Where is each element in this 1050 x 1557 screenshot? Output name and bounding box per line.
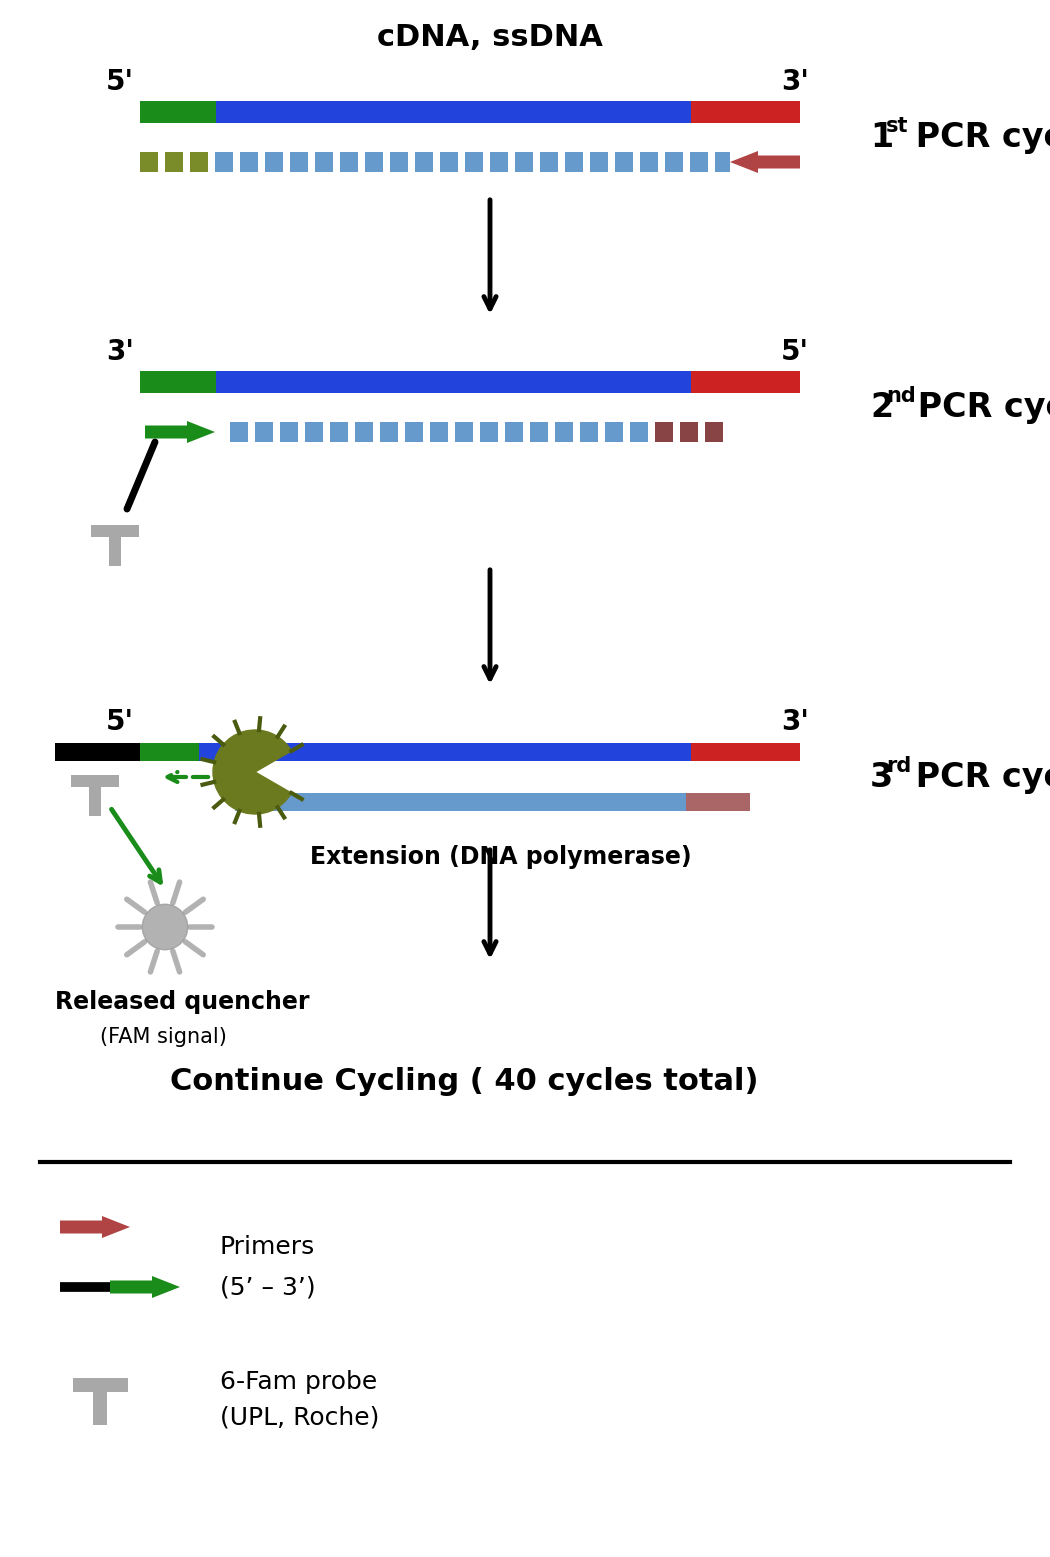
Bar <box>540 153 558 171</box>
Bar <box>405 422 423 442</box>
Text: (5’ – 3’): (5’ – 3’) <box>220 1275 316 1299</box>
Bar <box>691 743 800 761</box>
Text: (UPL, Roche): (UPL, Roche) <box>220 1404 379 1429</box>
Bar <box>90 525 140 537</box>
Bar <box>555 422 573 442</box>
Bar <box>330 422 348 442</box>
Bar <box>655 422 673 442</box>
Bar <box>715 153 730 171</box>
Text: PCR cycle: PCR cycle <box>904 120 1050 154</box>
Bar <box>240 153 258 171</box>
Text: Released quencher: Released quencher <box>55 990 310 1014</box>
Bar <box>705 422 723 442</box>
Bar <box>290 153 308 171</box>
Text: 3': 3' <box>781 69 809 97</box>
Bar <box>72 1378 127 1392</box>
Bar <box>505 422 523 442</box>
Bar <box>89 786 101 816</box>
Text: 5': 5' <box>781 338 809 366</box>
Text: Continue Cycling ( 40 cycles total): Continue Cycling ( 40 cycles total) <box>170 1068 758 1096</box>
Bar <box>140 153 158 171</box>
Bar <box>565 153 583 171</box>
Bar <box>665 153 682 171</box>
Bar <box>255 422 273 442</box>
Bar <box>440 153 458 171</box>
Bar <box>315 153 333 171</box>
Bar <box>490 153 508 171</box>
Bar <box>686 793 750 811</box>
Bar <box>615 153 633 171</box>
Text: 5': 5' <box>106 708 134 736</box>
Bar <box>691 371 800 392</box>
Bar <box>580 422 598 442</box>
Text: Primers: Primers <box>220 1235 315 1260</box>
Circle shape <box>142 905 188 950</box>
Text: 3': 3' <box>781 708 809 736</box>
Text: Extension (DNA polymerase): Extension (DNA polymerase) <box>310 845 692 869</box>
Bar <box>691 101 800 123</box>
Bar <box>230 422 248 442</box>
Text: 1: 1 <box>870 120 894 154</box>
Bar <box>605 422 623 442</box>
Text: 5': 5' <box>106 69 134 97</box>
Text: st: st <box>886 117 908 135</box>
Text: PCR cycle: PCR cycle <box>906 391 1050 424</box>
Bar <box>514 153 533 171</box>
Bar <box>165 153 183 171</box>
Bar <box>304 422 323 442</box>
Bar <box>455 422 472 442</box>
Text: 2: 2 <box>870 391 894 424</box>
Bar <box>265 153 284 171</box>
Bar <box>216 371 691 392</box>
Bar <box>340 153 358 171</box>
Text: (FAM signal): (FAM signal) <box>100 1028 227 1046</box>
FancyArrow shape <box>145 420 215 444</box>
Text: 6-Fam probe: 6-Fam probe <box>220 1370 377 1394</box>
Text: PCR cycle: PCR cycle <box>904 760 1050 794</box>
Bar <box>93 1392 107 1425</box>
Bar <box>140 743 200 761</box>
Bar <box>280 422 298 442</box>
Bar <box>109 537 121 565</box>
Wedge shape <box>213 730 291 814</box>
Bar <box>590 153 608 171</box>
Bar <box>70 775 120 786</box>
Text: 3': 3' <box>106 338 134 366</box>
Bar <box>480 422 498 442</box>
FancyArrow shape <box>60 1216 130 1238</box>
Bar <box>215 153 233 171</box>
Bar <box>140 101 216 123</box>
FancyArrow shape <box>110 1277 180 1299</box>
Bar <box>415 153 433 171</box>
Bar <box>216 101 691 123</box>
Bar <box>430 422 448 442</box>
Text: cDNA, ssDNA: cDNA, ssDNA <box>377 22 603 51</box>
Bar <box>355 422 373 442</box>
Bar <box>530 422 548 442</box>
Bar <box>680 422 698 442</box>
Bar <box>200 743 691 761</box>
Bar <box>390 153 408 171</box>
Text: 3: 3 <box>870 760 894 794</box>
Bar <box>380 422 398 442</box>
FancyArrow shape <box>730 151 800 173</box>
Bar <box>365 153 383 171</box>
Bar <box>140 371 216 392</box>
Bar <box>465 153 483 171</box>
Bar <box>235 793 686 811</box>
Bar <box>190 153 208 171</box>
Bar <box>640 153 658 171</box>
Bar <box>55 743 140 761</box>
Bar <box>630 422 648 442</box>
Bar <box>690 153 708 171</box>
Text: rd: rd <box>886 757 911 775</box>
Text: nd: nd <box>886 386 916 406</box>
